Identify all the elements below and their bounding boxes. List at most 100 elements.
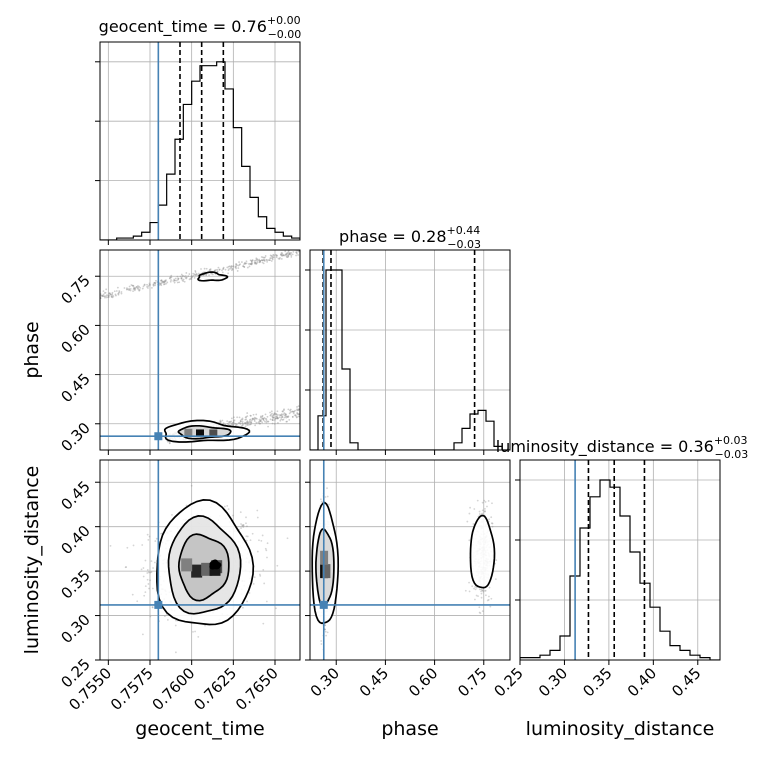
sample-point [475, 586, 478, 589]
sample-point [328, 503, 330, 506]
sample-point [287, 415, 290, 418]
sample-point [165, 282, 167, 285]
sample-point [259, 261, 261, 264]
sample-point [235, 262, 238, 265]
sample-point [132, 290, 134, 293]
sample-point [243, 263, 245, 266]
sample-point [256, 516, 259, 519]
sample-point [284, 415, 287, 418]
sample-point [235, 424, 237, 427]
x-tick-label: 0.35 [579, 664, 615, 700]
sample-point [276, 413, 279, 416]
sample-point [236, 270, 239, 272]
x-tick-label: 0.7600 [149, 664, 199, 714]
sample-point [153, 281, 156, 284]
sample-point [203, 267, 206, 270]
sample-point [261, 417, 263, 419]
x-tick-label: 0.75 [454, 664, 490, 700]
sample-point [259, 260, 261, 262]
sample-point [218, 268, 221, 271]
sample-point [163, 615, 166, 618]
density-cell [196, 429, 204, 437]
y-tick-label: 0.60 [57, 321, 93, 357]
sample-point [159, 283, 162, 286]
sample-point [297, 405, 300, 408]
sample-point [240, 418, 243, 421]
sample-point [272, 416, 275, 419]
sample-point [255, 413, 258, 416]
sample-point [252, 418, 254, 420]
sample-point [282, 409, 285, 412]
sample-point [283, 254, 285, 257]
sample-point [266, 556, 268, 559]
sample-point [289, 411, 292, 413]
sample-point [297, 409, 300, 412]
sample-point [164, 280, 166, 283]
sample-point [283, 408, 285, 411]
sample-point [255, 263, 258, 265]
sample-point [273, 254, 275, 257]
sample-point [141, 287, 144, 290]
sample-point [281, 410, 284, 413]
sample-point [180, 276, 183, 279]
sample-point [288, 418, 291, 421]
sample-point [281, 415, 284, 418]
sample-point [250, 421, 253, 424]
sample-point [148, 535, 151, 538]
sample-point [181, 275, 184, 278]
sample-point [257, 421, 260, 424]
sample-point [274, 417, 277, 420]
sample-point [280, 416, 283, 419]
sample-point [324, 624, 327, 627]
sample-point [250, 263, 252, 265]
x-tick-label: 0.45 [356, 664, 392, 700]
sample-point [241, 422, 244, 425]
sample-point [210, 272, 213, 275]
histogram-step [520, 479, 720, 660]
sample-point [479, 612, 482, 615]
sample-point [232, 421, 235, 424]
sample-point [266, 260, 269, 263]
sample-point [267, 420, 270, 423]
sample-point [137, 286, 140, 289]
sample-point [259, 422, 262, 425]
sample-point [275, 413, 277, 416]
sample-point [266, 542, 269, 545]
sample-point [245, 516, 247, 519]
sample-point [180, 277, 183, 280]
sample-point [117, 293, 120, 296]
sample-point [260, 259, 263, 262]
sample-point [216, 268, 219, 271]
sample-point [224, 268, 227, 271]
grid-0-0 [100, 42, 300, 240]
sample-point [296, 406, 298, 408]
sample-point [287, 253, 290, 256]
sample-point [110, 295, 113, 298]
sample-point [197, 636, 200, 638]
sample-point [326, 631, 329, 634]
sample-point [265, 419, 268, 422]
sample-point [258, 539, 260, 542]
sample-point [484, 589, 487, 592]
sample-point [280, 253, 282, 256]
sample-point [255, 417, 257, 420]
sample-point [193, 276, 196, 279]
sample-point [150, 560, 153, 562]
sample-point [248, 265, 251, 268]
density-cells [184, 428, 218, 437]
histogram-phase [310, 269, 510, 450]
sample-point [217, 266, 220, 269]
sample-point [282, 413, 285, 416]
sample-point [111, 296, 114, 299]
sample-point [177, 277, 180, 280]
sample-point [132, 285, 135, 288]
sample-point [194, 630, 196, 633]
sample-point [143, 283, 146, 286]
sample-point [124, 566, 127, 569]
sample-point [230, 417, 233, 420]
sample-point [162, 281, 165, 283]
y-axis-label-phase: phase [21, 321, 43, 378]
sample-point [292, 410, 295, 413]
sample-point [159, 279, 162, 282]
sample-point [296, 408, 298, 411]
